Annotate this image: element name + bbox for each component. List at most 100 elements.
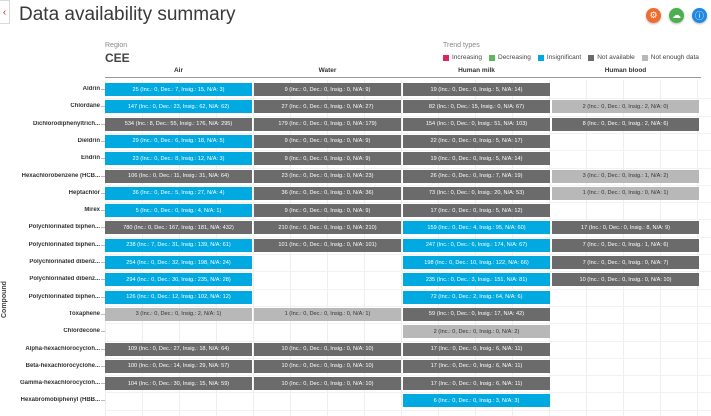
row-divider (105, 271, 711, 273)
column-divider (105, 77, 254, 78)
column-header-human-milk: Human milk (458, 67, 495, 74)
cloud-download-button[interactable]: ☁ (669, 8, 684, 23)
availability-cell[interactable]: 27 (Inc.: 0, Dec.: 0, Insig.: 0, N/A: 27… (254, 100, 401, 114)
availability-cell[interactable]: 17 (Inc.: 0, Dec.: 0, Insig.: 6, N/A: 11… (403, 377, 550, 391)
availability-cell[interactable]: 104 (Inc.: 0, Dec.: 30, Insig.: 15, N/A:… (105, 377, 252, 391)
availability-cell[interactable]: 780 (Inc.: 0, Dec.: 167, Insig.: 181, N/… (105, 221, 252, 235)
availability-cell[interactable]: 5 (Inc.: 0, Dec.: 0, Insig.: 4, N/A: 1) (105, 204, 252, 218)
legend-item[interactable]: Not enough data (641, 54, 699, 61)
availability-cell[interactable]: 36 (Inc.: 0, Dec.: 5, Insig.: 27, N/A: 4… (105, 186, 252, 200)
legend-swatch (537, 54, 544, 61)
info-button[interactable]: ⓘ (692, 8, 707, 23)
availability-cell[interactable]: 73 (Inc.: 0, Dec.: 0, Insig.: 20, N/A: 5… (403, 186, 550, 200)
availability-cell[interactable]: 154 (Inc.: 0, Dec.: 0, Insig.: 51, N/A: … (403, 117, 550, 131)
availability-cell[interactable]: 1 (Inc.: 0, Dec.: 0, Insig.: 0, N/A: 1) (552, 186, 699, 200)
availability-cell[interactable]: 10 (Inc.: 0, Dec.: 0, Insig.: 0, N/A: 10… (552, 273, 699, 287)
availability-cell[interactable]: 23 (Inc.: 0, Dec.: 8, Insig.: 12, N/A: 3… (105, 152, 252, 166)
compound-label: Endrin (81, 155, 100, 162)
availability-cell[interactable]: 22 (Inc.: 0, Dec.: 0, Insig.: 5, N/A: 17… (403, 134, 550, 148)
availability-cell[interactable]: 17 (Inc.: 0, Dec.: 0, Insig.: 6, N/A: 11… (403, 359, 550, 373)
trend-types-title: Trend types (443, 42, 480, 49)
grid-line (253, 80, 254, 416)
availability-cell[interactable]: 3 (Inc.: 0, Dec.: 0, Insig.: 2, N/A: 1) (105, 307, 252, 321)
axis-tick (101, 158, 105, 160)
availability-cell[interactable]: 9 (Inc.: 0, Dec.: 0, Insig.: 0, N/A: 9) (254, 134, 401, 148)
column-header-human-blood: Human blood (604, 67, 647, 74)
axis-tick (101, 331, 105, 333)
availability-cell[interactable]: 3 (Inc.: 0, Dec.: 0, Insig.: 1, N/A: 2) (552, 169, 699, 183)
legend-item[interactable]: Decreasing (489, 54, 531, 61)
availability-cell[interactable]: 29 (Inc.: 0, Dec.: 6, Insig.: 18, N/A: 5… (105, 134, 252, 148)
availability-cell[interactable]: 9 (Inc.: 0, Dec.: 0, Insig.: 0, N/A: 9) (254, 152, 401, 166)
gear-icon: ⚙ (649, 10, 658, 20)
region-label: Region (105, 42, 128, 49)
row-divider (105, 288, 711, 290)
availability-cell[interactable]: 6 (Inc.: 0, Dec.: 0, Insig.: 3, N/A: 3) (403, 394, 550, 408)
availability-cell[interactable]: 2 (Inc.: 0, Dec.: 0, Insig.: 0, N/A: 2) (403, 325, 550, 339)
axis-tick (101, 227, 105, 229)
availability-cell[interactable]: 8 (Inc.: 0, Dec.: 0, Insig.: 2, N/A: 6) (552, 117, 699, 131)
availability-cell[interactable]: 36 (Inc.: 0, Dec.: 0, Insig.: 0, N/A: 36… (254, 186, 401, 200)
availability-cell[interactable]: 23 (Inc.: 0, Dec.: 0, Insig.: 0, N/A: 23… (254, 169, 401, 183)
availability-cell[interactable]: 19 (Inc.: 0, Dec.: 0, Insig.: 5, N/A: 14… (403, 83, 550, 96)
availability-cell[interactable]: 7 (Inc.: 0, Dec.: 0, Insig.: 0, N/A: 7) (552, 256, 699, 269)
availability-cell[interactable]: 10 (Inc.: 0, Dec.: 0, Insig.: 0, N/A: 10… (254, 359, 401, 373)
axis-tick (101, 383, 105, 385)
availability-cell[interactable]: 82 (Inc.: 0, Dec.: 15, Insig.: 0, N/A: 6… (403, 100, 550, 114)
column-header-water: Water (318, 67, 337, 74)
availability-cell[interactable]: 147 (Inc.: 0, Dec.: 23, Insig.: 62, N/A:… (105, 100, 252, 114)
availability-cell[interactable]: 25 (Inc.: 0, Dec.: 7, Insig.: 15, N/A: 3… (105, 83, 252, 96)
availability-cell[interactable]: 72 (Inc.: 0, Dec.: 2, Insig.: 64, N/A: 6… (403, 290, 550, 304)
availability-cell[interactable]: 100 (Inc.: 0, Dec.: 14, Insig.: 29, N/A:… (105, 359, 252, 373)
availability-cell[interactable]: 17 (Inc.: 0, Dec.: 0, Insig.: 8, N/A: 9) (552, 221, 699, 235)
availability-cell[interactable]: 26 (Inc.: 0, Dec.: 0, Insig.: 7, N/A: 19… (403, 169, 550, 183)
availability-cell[interactable]: 2 (Inc.: 0, Dec.: 0, Insig.: 2, N/A: 0) (552, 100, 699, 114)
row-divider (105, 150, 711, 152)
availability-cell[interactable]: 534 (Inc.: 8, Dec.: 55, Insig.: 176, N/A… (105, 117, 252, 131)
availability-cell[interactable]: 198 (Inc.: 0, Dec.: 10, Insig.: 122, N/A… (403, 256, 550, 269)
legend-item[interactable]: Not available (588, 54, 635, 61)
availability-cell[interactable]: 235 (Inc.: 0, Dec.: 3, Insig.: 151, N/A:… (403, 273, 550, 287)
legend-item[interactable]: Insignificant (537, 54, 581, 61)
legend-label: Not enough data (650, 54, 699, 61)
availability-cell[interactable]: 7 (Inc.: 0, Dec.: 0, Insig.: 1, N/A: 6) (552, 238, 699, 252)
collapse-tab[interactable]: ‹ (0, 0, 10, 24)
compound-label: Polychlorinated biphen... (28, 241, 100, 248)
availability-cell[interactable]: 17 (Inc.: 0, Dec.: 0, Insig.: 5, N/A: 12… (403, 204, 550, 218)
availability-cell[interactable]: 19 (Inc.: 0, Dec.: 0, Insig.: 5, N/A: 14… (403, 152, 550, 166)
gear-button[interactable]: ⚙ (646, 8, 661, 23)
availability-cell[interactable]: 10 (Inc.: 0, Dec.: 0, Insig.: 0, N/A: 10… (254, 377, 401, 391)
availability-cell[interactable]: 9 (Inc.: 0, Dec.: 0, Insig.: 0, N/A: 9) (254, 83, 401, 96)
axis-tick (101, 106, 105, 108)
column-divider (254, 77, 403, 78)
availability-cell[interactable]: 101 (Inc.: 0, Dec.: 0, Insig.: 0, N/A: 1… (254, 238, 401, 252)
availability-cell[interactable]: 109 (Inc.: 0, Dec.: 27, Insig.: 18, N/A:… (105, 342, 252, 356)
column-divider (552, 77, 701, 78)
availability-cell[interactable]: 247 (Inc.: 0, Dec.: 6, Insig.: 174, N/A:… (403, 238, 550, 252)
grid-line (401, 80, 402, 416)
availability-cell[interactable]: 10 (Inc.: 0, Dec.: 0, Insig.: 0, N/A: 10… (254, 342, 401, 356)
availability-cell[interactable]: 294 (Inc.: 0, Dec.: 30, Insig.: 235, N/A… (105, 273, 252, 287)
availability-cell[interactable]: 1 (Inc.: 0, Dec.: 0, Insig.: 0, N/A: 1) (254, 307, 401, 321)
availability-cell[interactable]: 254 (Inc.: 0, Dec.: 32, Insig.: 198, N/A… (105, 256, 252, 269)
availability-cell[interactable]: 238 (Inc.: 7, Dec.: 31, Insig.: 139, N/A… (105, 238, 252, 252)
axis-tick (101, 140, 105, 142)
legend-item[interactable]: Increasing (443, 54, 482, 61)
legend-swatch (588, 54, 595, 61)
availability-cell[interactable]: 126 (Inc.: 0, Dec.: 12, Insig.: 102, N/A… (105, 290, 252, 304)
availability-cell[interactable]: 9 (Inc.: 0, Dec.: 0, Insig.: 0, N/A: 9) (254, 204, 401, 218)
chevron-left-icon: ‹ (2, 6, 7, 18)
availability-cell[interactable]: 210 (Inc.: 0, Dec.: 0, Insig.: 0, N/A: 2… (254, 221, 401, 235)
availability-cell[interactable]: 159 (Inc.: 0, Dec.: 4, Insig.: 95, N/A: … (403, 221, 550, 235)
compound-axis-title: Compound (1, 281, 8, 318)
availability-cell[interactable]: 179 (Inc.: 0, Dec.: 0, Insig.: 0, N/A: 1… (254, 117, 401, 131)
compound-label: Polychlorinated biphen... (28, 224, 100, 231)
availability-cell[interactable]: 106 (Inc.: 0, Dec.: 11, Insig.: 31, N/A:… (105, 169, 252, 183)
availability-cell[interactable]: 17 (Inc.: 0, Dec.: 0, Insig.: 6, N/A: 11… (403, 342, 550, 356)
compound-label: Dieldrin (77, 137, 100, 144)
compound-label: Aldrin (82, 86, 100, 92)
axis-tick (101, 348, 105, 350)
region-value: CEE (105, 51, 130, 65)
availability-cell[interactable]: 59 (Inc.: 0, Dec.: 0, Insig.: 17, N/A: 4… (403, 307, 550, 321)
compound-label: Polychlorinated dibenz... (29, 276, 100, 283)
